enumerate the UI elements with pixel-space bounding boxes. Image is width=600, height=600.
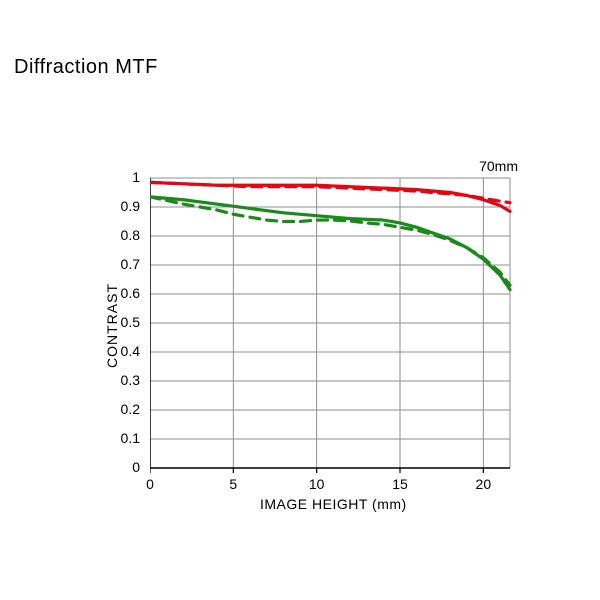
y-tick-label: 0.7 <box>121 256 140 272</box>
x-axis-label: IMAGE HEIGHT (mm) <box>260 496 407 512</box>
mtf-chart: 70mm CONTRAST IMAGE HEIGHT (mm) 00.10.20… <box>150 158 530 538</box>
y-axis-label: CONTRAST <box>104 283 120 368</box>
x-tick-label: 0 <box>140 476 160 492</box>
y-tick-label: 0.3 <box>121 372 140 388</box>
y-tick-label: 0.9 <box>121 198 140 214</box>
x-tick-label: 5 <box>223 476 243 492</box>
y-tick-label: 0.5 <box>121 314 140 330</box>
y-tick-label: 0.2 <box>121 401 140 417</box>
y-tick-label: 0.1 <box>121 430 140 446</box>
x-tick-label: 10 <box>307 476 327 492</box>
x-tick-label: 15 <box>390 476 410 492</box>
page-title: Diffraction MTF <box>14 56 158 79</box>
y-tick-label: 0 <box>132 459 140 475</box>
y-tick-label: 0.8 <box>121 227 140 243</box>
y-tick-label: 0.4 <box>121 343 140 359</box>
y-tick-label: 0.6 <box>121 285 140 301</box>
y-tick-label: 1 <box>132 169 140 185</box>
x-tick-label: 20 <box>473 476 493 492</box>
